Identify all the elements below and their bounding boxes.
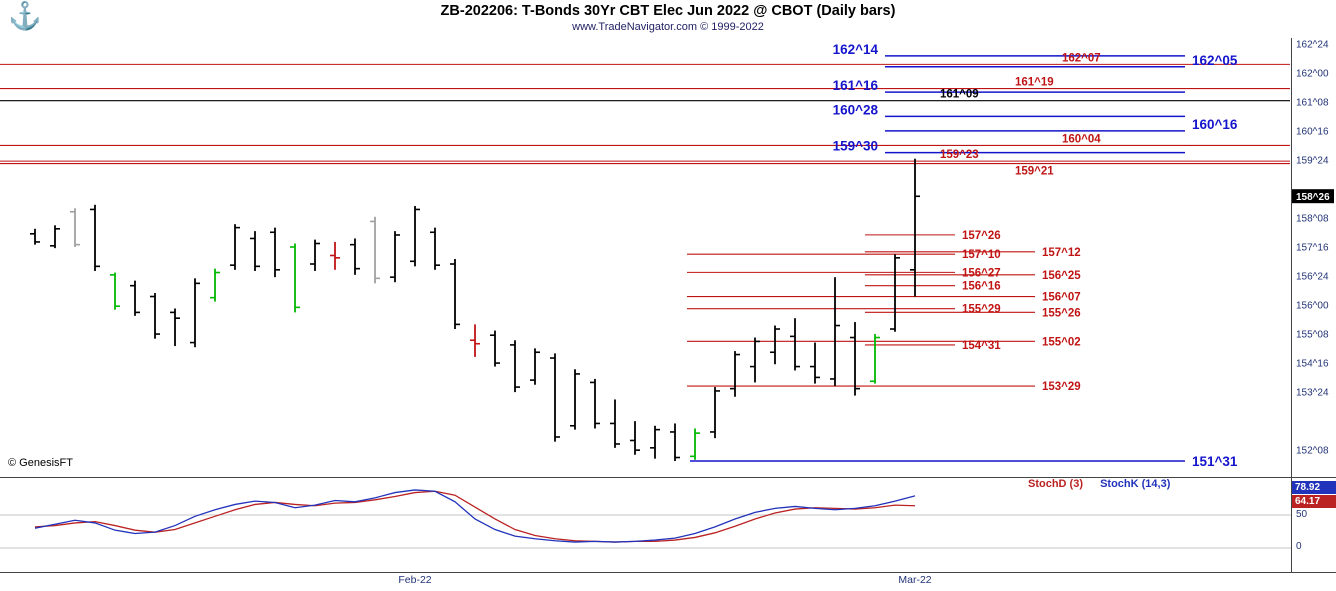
- price-axis-label-156^24: 156^24: [1296, 272, 1329, 283]
- price-axis-label-159^24: 159^24: [1296, 155, 1329, 166]
- level-label-156^27: 156^27: [962, 267, 1001, 279]
- price-axis-label-160^16: 160^16: [1296, 126, 1329, 137]
- price-axis-label-153^24: 153^24: [1296, 388, 1329, 399]
- stoch-d-line[interactable]: [34, 490, 916, 543]
- level-label-156^07: 156^07: [1042, 292, 1081, 304]
- price-axis-label-154^16: 154^16: [1296, 359, 1329, 370]
- level-label-154^31: 154^31: [962, 340, 1001, 352]
- level-label-161^09: 161^09: [940, 89, 979, 101]
- level-label-155^26: 155^26: [1042, 307, 1081, 319]
- chart-title: ZB-202206: T-Bonds 30Yr CBT Elec Jun 202…: [440, 3, 896, 19]
- level-label-155^29: 155^29: [962, 304, 1001, 316]
- level-label-161^19: 161^19: [1015, 77, 1054, 89]
- level-label-153^29: 153^29: [1042, 381, 1081, 393]
- level-label-157^26: 157^26: [962, 230, 1001, 242]
- stoch-d-legend-label[interactable]: StochD (3): [1028, 478, 1083, 490]
- level-label-159^21: 159^21: [1015, 166, 1054, 178]
- stoch-d-value-box: 64.17: [1292, 495, 1336, 508]
- stoch-k-value-box: 78.92: [1292, 481, 1336, 494]
- price-axis-label-162^24: 162^24: [1296, 39, 1329, 50]
- stoch-k-line[interactable]: [34, 489, 916, 543]
- price-axis-label-161^08: 161^08: [1296, 97, 1329, 108]
- stoch-axis-label-0: 0: [1296, 541, 1302, 552]
- price-axis-label-155^08: 155^08: [1296, 330, 1329, 341]
- anchor-logo-icon: ⚓: [8, 1, 42, 31]
- price-axis-label-156^00: 156^00: [1296, 301, 1329, 312]
- current-price-box: [1292, 189, 1334, 204]
- chart-subtitle: www.TradeNavigator.com © 1999-2022: [572, 21, 764, 33]
- level-label-156^16: 156^16: [962, 281, 1001, 293]
- level-label-161^16: 161^16: [833, 78, 879, 93]
- current-price-label: 158^26: [1296, 192, 1330, 203]
- level-label-157^12: 157^12: [1042, 247, 1081, 259]
- level-label-156^25: 156^25: [1042, 270, 1081, 282]
- level-label-160^28: 160^28: [833, 102, 879, 117]
- level-label-162^07: 162^07: [1062, 52, 1101, 64]
- price-axis-label-157^16: 157^16: [1296, 242, 1329, 253]
- level-label-160^04: 160^04: [1062, 133, 1101, 145]
- price-axis-label-152^08: 152^08: [1296, 446, 1329, 457]
- date-axis-label-mar[interactable]: Mar-22: [898, 574, 932, 586]
- price-axis-label-162^00: 162^00: [1296, 68, 1329, 79]
- level-label-162^05: 162^05: [1192, 53, 1238, 68]
- level-label-157^10: 157^10: [962, 249, 1001, 261]
- price-axis-label-158^08: 158^08: [1296, 213, 1329, 224]
- level-label-159^23: 159^23: [940, 149, 979, 161]
- level-label-155^02: 155^02: [1042, 336, 1081, 348]
- level-label-160^16: 160^16: [1192, 117, 1238, 132]
- level-label-159^30: 159^30: [833, 139, 878, 154]
- level-label-162^14: 162^14: [833, 42, 879, 57]
- date-axis-label-feb[interactable]: Feb-22: [398, 574, 432, 586]
- genesisft-watermark: © GenesisFT: [8, 457, 73, 469]
- stoch-legend: StochD (3) StochK (14,3): [1028, 478, 1170, 490]
- stoch-k-legend-label[interactable]: StochK (14,3): [1100, 478, 1171, 490]
- level-label-151^31: 151^31: [1192, 454, 1238, 469]
- stoch-axis-label-50: 50: [1296, 509, 1308, 520]
